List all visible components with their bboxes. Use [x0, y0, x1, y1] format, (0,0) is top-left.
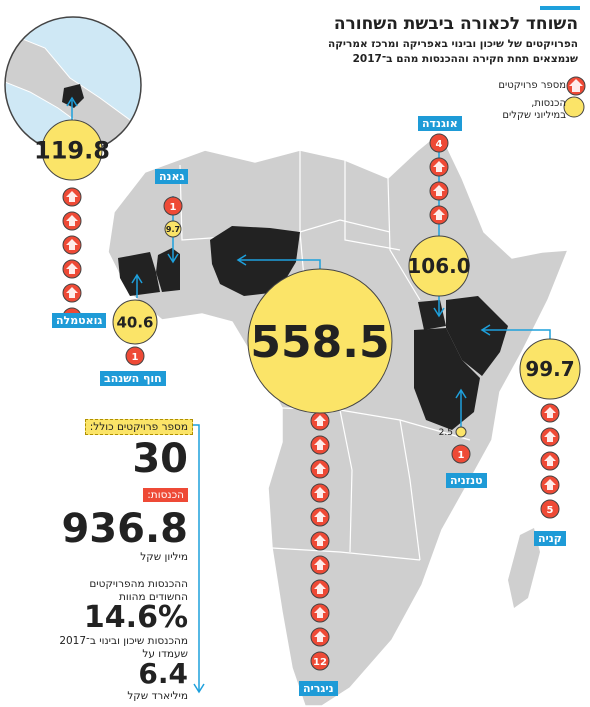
project-marker	[310, 435, 330, 455]
project-marker	[310, 459, 330, 479]
project-count: 1	[132, 352, 139, 363]
revenue-bubble	[408, 235, 470, 297]
project-count: 1	[458, 450, 465, 461]
country-label-uganda: אוגנדה	[418, 116, 462, 131]
revenue-bubble	[112, 299, 158, 345]
total-revenue-unit: מיליארד שקל	[127, 690, 188, 702]
legend-projects: מספר פרויקטים	[498, 80, 566, 91]
project-marker: 1	[451, 444, 471, 464]
project-count: 1	[170, 202, 177, 213]
project-marker	[429, 181, 449, 201]
project-marker: 4	[429, 133, 449, 153]
central-america-inset	[4, 16, 142, 154]
country-label-ivory-coast: חוף השנהב	[100, 371, 166, 386]
project-marker	[429, 205, 449, 225]
project-marker	[540, 475, 560, 495]
project-marker	[62, 235, 82, 255]
project-marker: 12	[310, 651, 330, 671]
project-marker	[62, 259, 82, 279]
total-projects-label: מספר פרויקטים כולל:	[84, 419, 193, 435]
tanzania-shape	[414, 328, 480, 430]
project-marker: 5	[540, 499, 560, 519]
project-marker	[429, 157, 449, 177]
country-label-kenya: קניה	[534, 531, 566, 546]
project-marker	[310, 411, 330, 431]
revenue-bubble-value: 9.7	[166, 225, 180, 234]
country-label-tanzania: טנזניה	[446, 473, 487, 488]
page-subtitle-line1: הפרויקטים של שיכון ובינוי באפריקה ומרכז …	[327, 38, 578, 50]
share-line4: שעמדו על	[142, 648, 188, 660]
page-subtitle-line2: שנמצאים תחת חקירה וההכנסות מהם ב־2017	[352, 53, 578, 65]
project-marker	[310, 531, 330, 551]
revenue-bubble	[455, 426, 467, 438]
project-count: 4	[436, 139, 443, 150]
revenue-bubble-value: 99.7	[525, 357, 574, 381]
revenue-value: 936.8	[61, 506, 188, 552]
project-marker	[310, 627, 330, 647]
madagascar	[508, 528, 540, 608]
revenue-bubble	[247, 268, 393, 414]
project-marker	[62, 187, 82, 207]
revenue-bubble-value: 40.6	[116, 313, 153, 331]
project-marker	[540, 451, 560, 471]
project-marker	[310, 507, 330, 527]
legend-revenue-line2: במיליוני שקלים	[502, 110, 566, 121]
project-marker	[62, 283, 82, 303]
page-title: השוחד לכאורה ביבשת השחורה	[333, 14, 578, 34]
legend-symbols	[563, 76, 586, 118]
nigeria-shape	[210, 226, 300, 296]
project-marker	[310, 483, 330, 503]
project-marker	[310, 579, 330, 599]
project-marker	[540, 427, 560, 447]
revenue-bubble-value: 2.5	[439, 428, 453, 438]
revenue-bubble-value: 106.0	[407, 254, 470, 278]
kenya-shape	[446, 296, 508, 376]
country-label-ghana: גאנה	[155, 169, 189, 184]
title-accent-bar	[540, 6, 580, 10]
ivory-coast-shape	[118, 252, 160, 296]
share-line3: מהכנסות שיכון ובינוי ב־2017	[59, 635, 188, 647]
project-count: 12	[313, 657, 327, 668]
project-count: 5	[547, 505, 554, 516]
country-label-nigeria: ניגריה	[299, 681, 338, 696]
revenue-label: הכנסות:	[143, 488, 188, 502]
revenue-bubble-value: 119.8	[34, 137, 110, 165]
revenue-bubbles: 119.8 9.7 40.6 558.5 106.0 2.5 99.7	[34, 119, 581, 438]
revenue-unit: מיליון שקל	[140, 551, 188, 563]
project-marker: 1	[163, 196, 183, 216]
country-label-guatemala: גואטמלה	[52, 313, 107, 328]
project-marker: 1	[125, 346, 145, 366]
share-value: 14.6%	[83, 600, 188, 635]
total-projects-value: 30	[132, 436, 188, 482]
revenue-bubble	[164, 220, 182, 238]
project-marker	[62, 211, 82, 231]
revenue-bubble	[519, 338, 581, 400]
project-marker	[310, 603, 330, 623]
share-line2: החשודים מהוות	[118, 591, 188, 603]
revenue-bubble	[41, 119, 103, 181]
project-marker	[540, 403, 560, 423]
legend-revenue-line1: הכנסות,	[531, 98, 566, 109]
revenue-bubble-value: 558.5	[250, 317, 389, 368]
share-line1: ההכנסות מהפרויקטים	[89, 578, 188, 590]
project-marker	[310, 555, 330, 575]
total-revenue-value: 6.4	[138, 657, 188, 690]
